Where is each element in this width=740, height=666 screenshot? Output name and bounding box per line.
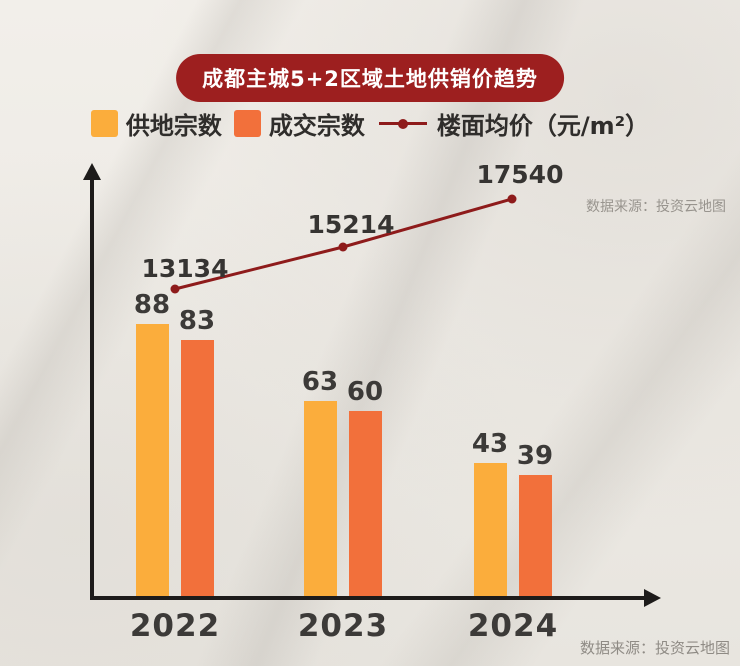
data-source-note-top: 数据来源：投资云地图 xyxy=(586,199,726,215)
chart-legend: 供地宗数 成交宗数 楼面均价（元/m²） xyxy=(0,106,740,141)
supply-bar-2022 xyxy=(135,324,169,596)
bar-value-label: 83 xyxy=(178,306,216,336)
x-axis-line xyxy=(90,596,646,600)
bar-group-2023-deal: 60 xyxy=(343,236,387,596)
price-label-2023: 15214 xyxy=(307,210,395,239)
x-axis-arrow-icon xyxy=(644,589,661,607)
price-label-2022: 13134 xyxy=(141,254,229,283)
deal-bar-2023 xyxy=(348,411,382,596)
bar-group-2024-deal: 39 xyxy=(513,236,557,596)
chart-title-pill: 成都主城5+2区域土地供销价趋势 xyxy=(176,54,564,102)
supply-bar-2023 xyxy=(303,401,337,596)
bar-group-2024-supply: 43 xyxy=(468,236,512,596)
supply-bar-2024 xyxy=(473,463,507,596)
price-line-point xyxy=(507,194,517,204)
legend-label-supply: 供地宗数 xyxy=(125,112,222,140)
legend-item-price: 楼面均价（元/m²） xyxy=(377,106,649,141)
legend-item-supply: 供地宗数 xyxy=(90,106,222,141)
legend-label-price: 楼面均价（元/m²） xyxy=(436,112,650,140)
y-axis-line xyxy=(90,180,94,600)
bar-group-2022-supply: 88 xyxy=(130,236,174,596)
data-source-note-bottom: 数据来源：投资云地图 xyxy=(579,639,730,657)
y-axis-arrow-icon xyxy=(83,163,101,180)
bar-value-label: 88 xyxy=(133,290,171,320)
supply-color-swatch xyxy=(90,110,118,137)
deal-bar-2024 xyxy=(518,475,552,596)
x-tick-2022: 2022 xyxy=(129,608,221,644)
price-line-legend-icon xyxy=(378,122,427,125)
bar-group-2023-supply: 63 xyxy=(298,236,342,596)
deal-bar-2022 xyxy=(180,340,214,596)
legend-label-deal: 成交宗数 xyxy=(268,112,365,140)
bar-value-label: 39 xyxy=(516,441,554,471)
bar-value-label: 43 xyxy=(471,429,509,459)
legend-item-deal: 成交宗数 xyxy=(233,106,365,141)
bar-value-label: 60 xyxy=(346,377,384,407)
x-tick-2023: 2023 xyxy=(297,608,389,644)
price-label-2024: 17540 xyxy=(476,160,564,189)
bar-group-2022-deal: 83 xyxy=(175,236,219,596)
x-tick-2024: 2024 xyxy=(467,608,559,644)
deal-color-swatch xyxy=(233,110,261,137)
bar-value-label: 63 xyxy=(301,367,339,397)
